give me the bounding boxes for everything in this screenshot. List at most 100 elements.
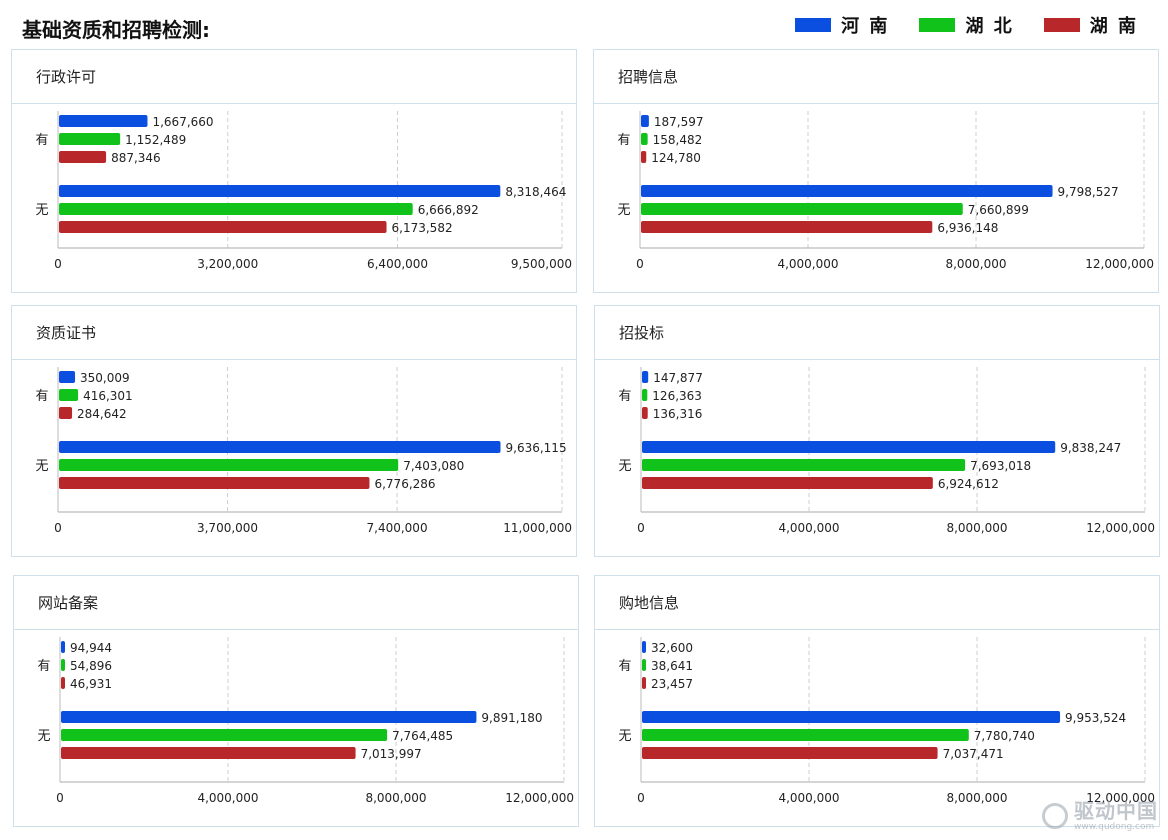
value-label: 9,838,247 [1060,441,1121,455]
x-tick-label: 0 [637,791,645,805]
value-label: 284,642 [77,407,127,421]
bar [61,641,65,653]
bar [61,677,65,689]
x-tick-label: 8,000,000 [365,791,426,805]
bar [641,115,649,127]
legend-item-henan[interactable]: 河 南 [795,12,889,38]
x-tick-label: 3,700,000 [197,521,258,535]
x-tick-label: 3,200,000 [197,257,258,271]
value-label: 7,660,899 [968,203,1029,217]
value-label: 147,877 [653,371,703,385]
x-tick-label: 12,000,000 [1085,257,1154,271]
bar [642,659,646,671]
x-tick-label: 12,000,000 [505,791,574,805]
chart-panel-1: 行政许可 有 1,667,660 1,152,489 887,346 无 8,318,46… [11,49,577,293]
bar [59,407,73,419]
watermark: 驱动中国 www.qudong.com [1042,800,1158,832]
x-tick-label: 4,000,000 [197,791,258,805]
x-tick-label: 0 [56,791,64,805]
value-label: 187,597 [654,115,704,129]
bar [61,729,388,741]
legend-item-hubei[interactable]: 湖 北 [919,12,1013,38]
bar [59,441,501,453]
bar [59,151,107,163]
value-label: 6,936,148 [937,221,998,235]
legend-swatch-hubei [919,18,956,32]
bar [59,477,370,489]
bar [59,203,413,215]
value-label: 9,798,527 [1058,185,1119,199]
bar [642,477,933,489]
bar [642,459,966,471]
x-tick-label: 8,000,000 [945,257,1006,271]
x-tick-label: 4,000,000 [778,521,839,535]
value-label: 8,318,464 [505,185,566,199]
category-label: 有 [37,659,50,674]
bar-chart: 有 94,944 54,896 46,931 无 9,891,180 7,764,485 7,… [37,637,574,805]
bar [59,459,399,471]
legend-label-hubei: 湖 北 [965,16,1014,37]
bar-chart: 有 1,667,660 1,152,489 887,346 无 8,318,464 6,66… [35,111,572,271]
category-label: 有 [35,389,48,404]
bar-chart: 有 147,877 126,363 136,316 无 9,838,247 7,693,01… [618,367,1155,535]
x-tick-label: 8,000,000 [946,791,1007,805]
value-label: 32,600 [651,641,693,655]
bar [641,133,648,145]
category-label: 无 [617,203,630,218]
value-label: 158,482 [653,133,703,147]
value-label: 38,641 [651,659,693,673]
value-label: 124,780 [651,151,701,165]
value-label: 887,346 [111,151,161,165]
bar [61,747,356,759]
legend-swatch-hunan [1043,18,1080,32]
category-label: 有 [35,133,48,148]
x-tick-label: 0 [637,521,645,535]
chart-panel-2: 招聘信息 有 187,597 158,482 124,780 无 9,798,527 7,6… [593,49,1159,293]
value-label: 54,896 [70,659,112,673]
bar [61,711,477,723]
legend-label-hunan: 湖 南 [1089,16,1138,37]
x-tick-label: 12,000,000 [1086,791,1155,805]
x-tick-label: 0 [54,521,62,535]
category-label: 无 [37,729,50,744]
bar [642,371,649,383]
bar [59,185,501,197]
value-label: 6,776,286 [374,477,435,491]
bar [61,659,65,671]
value-label: 9,636,115 [506,441,567,455]
panel-title: 资质证书 [12,306,576,360]
value-label: 7,037,471 [943,747,1004,761]
category-label: 有 [618,659,631,674]
category-label: 无 [618,459,631,474]
value-label: 6,924,612 [938,477,999,491]
value-label: 6,666,892 [418,203,479,217]
x-tick-label: 11,000,000 [503,521,572,535]
value-label: 1,152,489 [125,133,186,147]
bar [641,221,933,233]
bar [59,389,79,401]
x-tick-label: 9,500,000 [511,257,572,271]
bar [642,641,646,653]
bar [641,203,963,215]
value-label: 9,891,180 [481,711,542,725]
x-tick-label: 4,000,000 [778,791,839,805]
bar [641,151,647,163]
bar-chart: 有 32,600 38,641 23,457 无 9,953,524 7,780,740 7,… [618,637,1155,805]
chart-panel-4: 招投标 有 147,877 126,363 136,316 无 9,838,247 7,69… [594,305,1160,557]
x-tick-label: 4,000,000 [777,257,838,271]
value-label: 9,953,524 [1065,711,1126,725]
bar-chart: 有 350,009 416,301 284,642 无 9,636,115 7,403,08… [35,367,572,535]
value-label: 126,363 [652,389,702,403]
watermark-url: www.qudong.com [1074,822,1155,832]
bar [642,407,648,419]
value-label: 23,457 [651,677,693,691]
panel-title: 网站备案 [14,576,578,630]
legend-item-hunan[interactable]: 湖 南 [1043,12,1138,38]
legend-swatch-henan [795,18,832,32]
bar [59,133,121,145]
x-tick-label: 0 [636,257,644,271]
x-tick-label: 0 [54,257,62,271]
bar [642,729,969,741]
x-tick-label: 6,400,000 [367,257,428,271]
panel-title: 招投标 [595,306,1159,360]
